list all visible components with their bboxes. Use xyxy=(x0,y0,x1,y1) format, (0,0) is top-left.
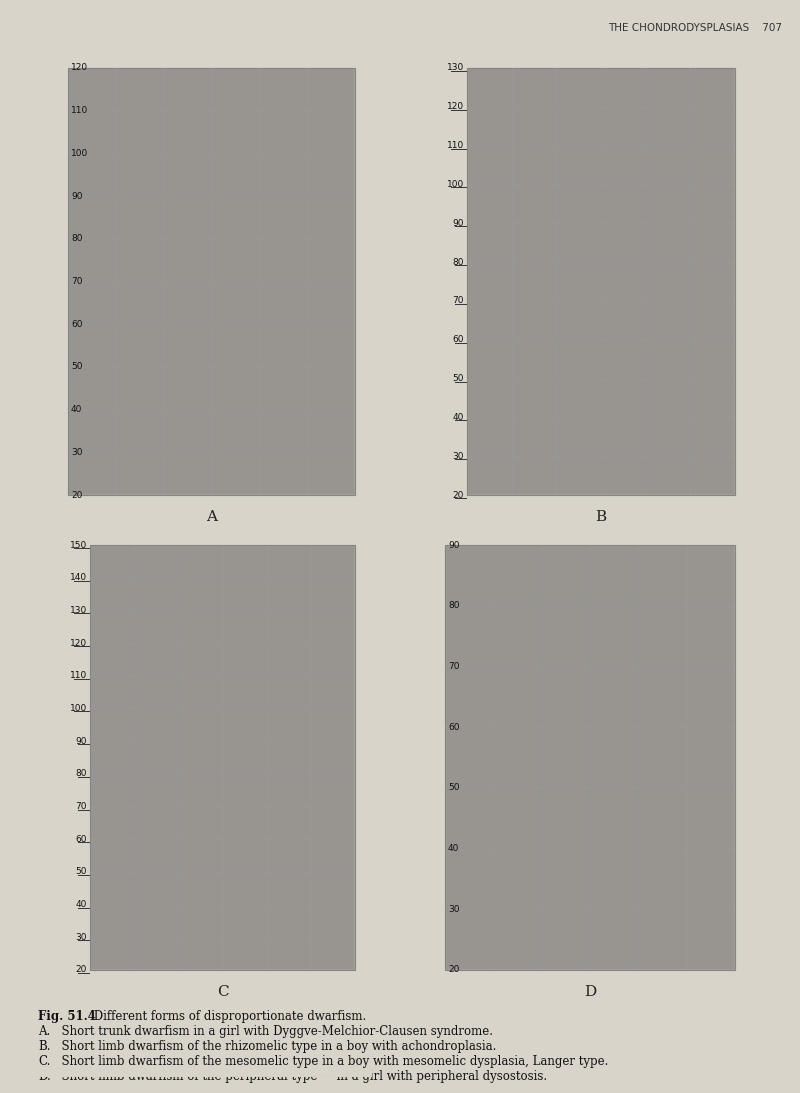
Text: 110: 110 xyxy=(70,671,87,680)
Text: 90: 90 xyxy=(453,219,464,227)
Text: 40: 40 xyxy=(76,901,87,909)
Text: 90: 90 xyxy=(75,737,87,745)
Text: 20: 20 xyxy=(71,491,82,500)
Text: 120: 120 xyxy=(70,638,87,647)
Text: 70: 70 xyxy=(448,662,459,671)
Text: 20: 20 xyxy=(448,965,459,975)
Text: 40: 40 xyxy=(453,413,464,422)
Text: 80: 80 xyxy=(453,258,464,267)
Text: D.: D. xyxy=(38,1070,50,1083)
Text: 60: 60 xyxy=(75,835,87,844)
Text: 60: 60 xyxy=(453,336,464,344)
Text: 50: 50 xyxy=(75,868,87,877)
Text: 20: 20 xyxy=(453,491,464,500)
Text: 40: 40 xyxy=(448,844,459,853)
Text: C.: C. xyxy=(38,1055,50,1068)
Text: 130: 130 xyxy=(446,63,464,72)
Bar xyxy=(90,545,355,969)
Text: 90: 90 xyxy=(71,191,82,201)
Text: 120: 120 xyxy=(447,103,464,111)
Text: 90: 90 xyxy=(448,541,459,550)
Text: Short trunk dwarfism in a girl with Dyggve-Melchior-Clausen syndrome.: Short trunk dwarfism in a girl with Dygg… xyxy=(54,1025,493,1038)
Text: 100: 100 xyxy=(71,149,88,157)
Text: Short limb dwarfism of the mesomelic type in a boy with mesomelic dysplasia, Lan: Short limb dwarfism of the mesomelic typ… xyxy=(54,1055,608,1068)
Text: 70: 70 xyxy=(453,296,464,305)
Text: 100: 100 xyxy=(446,180,464,189)
Bar xyxy=(68,68,355,495)
Text: 50: 50 xyxy=(453,374,464,383)
Text: A.: A. xyxy=(38,1025,50,1038)
Text: 80: 80 xyxy=(71,234,82,244)
Text: B: B xyxy=(595,510,606,524)
Text: C: C xyxy=(217,985,228,999)
Text: 20: 20 xyxy=(76,965,87,975)
Text: 40: 40 xyxy=(71,406,82,414)
Text: 30: 30 xyxy=(75,932,87,942)
Text: 120: 120 xyxy=(71,63,88,72)
Text: 110: 110 xyxy=(71,106,88,115)
Text: 30: 30 xyxy=(453,451,464,460)
Text: 150: 150 xyxy=(70,541,87,550)
Text: Short limb dwarfism of the rhizomelic type in a boy with achondroplasia.: Short limb dwarfism of the rhizomelic ty… xyxy=(54,1041,496,1053)
Text: 100: 100 xyxy=(70,704,87,713)
Text: Fig. 51.4: Fig. 51.4 xyxy=(38,1010,96,1023)
Text: 50: 50 xyxy=(71,363,82,372)
Text: 70: 70 xyxy=(75,802,87,811)
Text: 30: 30 xyxy=(448,905,459,914)
Text: 70: 70 xyxy=(71,277,82,286)
Bar xyxy=(69,69,354,494)
Text: 80: 80 xyxy=(448,601,459,610)
Text: D: D xyxy=(584,985,596,999)
Text: Different forms of disproportionate dwarfism.: Different forms of disproportionate dwar… xyxy=(90,1010,366,1023)
Bar xyxy=(445,545,735,969)
Bar xyxy=(467,68,735,495)
Text: B.: B. xyxy=(38,1041,50,1053)
Text: Short limb dwarfism of the peripheral type — in a girl with peripheral dysostosi: Short limb dwarfism of the peripheral ty… xyxy=(54,1070,547,1083)
Text: 140: 140 xyxy=(70,573,87,583)
Bar xyxy=(446,546,734,969)
Text: 50: 50 xyxy=(448,784,459,792)
Text: 60: 60 xyxy=(448,722,459,731)
Text: A: A xyxy=(206,510,217,524)
Text: 30: 30 xyxy=(71,448,82,457)
Text: THE CHONDRODYSPLASIAS    707: THE CHONDRODYSPLASIAS 707 xyxy=(608,23,782,33)
Text: 130: 130 xyxy=(70,606,87,615)
Text: 110: 110 xyxy=(446,141,464,150)
Text: 60: 60 xyxy=(71,319,82,329)
Text: 80: 80 xyxy=(75,769,87,778)
Bar xyxy=(468,69,734,494)
Bar xyxy=(91,546,354,969)
